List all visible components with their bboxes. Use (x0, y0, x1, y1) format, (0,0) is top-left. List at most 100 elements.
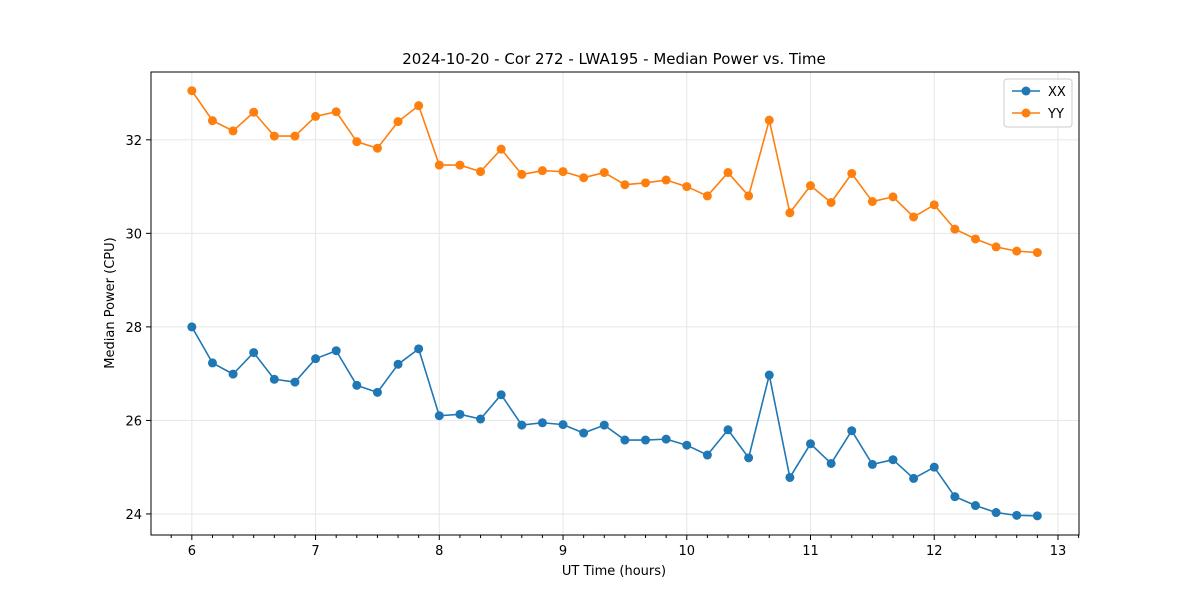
data-point-yy (290, 131, 300, 141)
data-point-xx (785, 472, 795, 482)
legend-marker-xx (1021, 86, 1031, 96)
data-point-xx (434, 411, 444, 421)
data-point-yy (702, 191, 712, 201)
x-tick-label: 12 (926, 544, 943, 559)
data-point-xx (641, 435, 651, 445)
data-point-yy (372, 143, 382, 153)
data-point-yy (517, 169, 527, 179)
data-point-yy (434, 160, 444, 170)
data-point-xx (888, 455, 898, 465)
data-point-yy (311, 111, 321, 121)
data-point-xx (414, 344, 424, 354)
x-axis: 6 7 8 9 10 11 12 13 (170, 535, 1080, 559)
data-point-yy (929, 200, 939, 210)
data-point-yy (620, 180, 630, 190)
plot-frame (150, 71, 1080, 536)
data-point-yy (723, 168, 733, 178)
series-layer (187, 86, 1042, 521)
data-point-xx (207, 358, 217, 368)
data-point-xx (702, 450, 712, 460)
data-point-yy (1012, 246, 1022, 256)
data-point-xx (517, 420, 527, 430)
legend-marker-yy (1021, 108, 1031, 118)
data-point-xx (744, 453, 754, 463)
data-point-xx (1032, 511, 1042, 521)
y-tick-label: 28 (125, 321, 142, 336)
data-point-xx (929, 462, 939, 472)
data-point-yy (641, 178, 651, 188)
data-point-yy (249, 107, 259, 117)
x-tick-label: 13 (1050, 544, 1067, 559)
data-point-yy (352, 137, 362, 147)
data-point-yy (805, 181, 815, 191)
data-point-xx (331, 346, 341, 356)
data-point-yy (414, 101, 424, 111)
legend-label-xx: XX (1048, 85, 1066, 100)
data-point-yy (455, 160, 465, 170)
data-point-xx (290, 377, 300, 387)
data-point-yy (476, 167, 486, 177)
grid (151, 72, 1079, 535)
data-point-yy (867, 197, 877, 207)
y-tick-label: 24 (125, 508, 142, 523)
data-point-yy (764, 115, 774, 125)
data-point-yy (537, 166, 547, 176)
data-point-xx (1012, 510, 1022, 520)
data-point-xx (970, 501, 980, 511)
data-point-xx (372, 387, 382, 397)
data-point-yy (1032, 248, 1042, 258)
x-tick-label: 10 (678, 544, 695, 559)
y-axis: 24 26 28 30 32 (125, 134, 151, 523)
data-point-xx (991, 508, 1001, 518)
data-point-yy (744, 191, 754, 201)
legend-label-yy: YY (1047, 107, 1064, 122)
data-point-xx (764, 370, 774, 380)
y-axis-label: Median Power (CPU) (103, 237, 118, 368)
data-point-yy (785, 208, 795, 218)
data-point-xx (249, 348, 259, 358)
x-tick-label: 8 (435, 544, 443, 559)
data-point-yy (269, 131, 279, 141)
y-tick-label: 30 (125, 227, 142, 242)
data-point-xx (476, 414, 486, 424)
x-tick-label: 9 (559, 544, 567, 559)
data-point-yy (207, 116, 217, 126)
data-point-xx (909, 473, 919, 483)
data-point-yy (558, 167, 568, 177)
data-point-xx (599, 420, 609, 430)
data-point-yy (909, 212, 919, 222)
data-point-yy (661, 175, 671, 185)
data-point-xx (950, 492, 960, 502)
data-point-yy (970, 234, 980, 244)
data-point-xx (269, 374, 279, 384)
data-point-yy (991, 242, 1001, 252)
data-point-xx (455, 409, 465, 419)
x-tick-label: 6 (188, 544, 196, 559)
data-point-xx (620, 435, 630, 445)
data-point-yy (599, 168, 609, 178)
legend: XX YY (1003, 78, 1073, 128)
data-point-yy (888, 192, 898, 202)
data-point-yy (187, 86, 197, 96)
data-point-xx (847, 426, 857, 436)
data-point-yy (826, 197, 836, 207)
data-point-xx (393, 359, 403, 369)
data-point-yy (496, 144, 506, 154)
data-point-yy (331, 107, 341, 117)
x-tick-label: 11 (802, 544, 819, 559)
data-point-xx (805, 439, 815, 449)
data-point-yy (228, 126, 238, 136)
data-point-xx (661, 434, 671, 444)
chart-title: 2024-10-20 - Cor 272 - LWA195 - Median P… (402, 50, 826, 68)
data-point-xx (537, 418, 547, 428)
data-point-xx (826, 458, 836, 468)
data-point-xx (311, 354, 321, 364)
data-point-yy (579, 173, 589, 183)
data-point-yy (950, 224, 960, 234)
data-point-xx (723, 425, 733, 435)
y-tick-label: 32 (125, 134, 142, 149)
data-point-xx (579, 428, 589, 438)
x-tick-label: 7 (311, 544, 319, 559)
data-point-xx (867, 459, 877, 469)
